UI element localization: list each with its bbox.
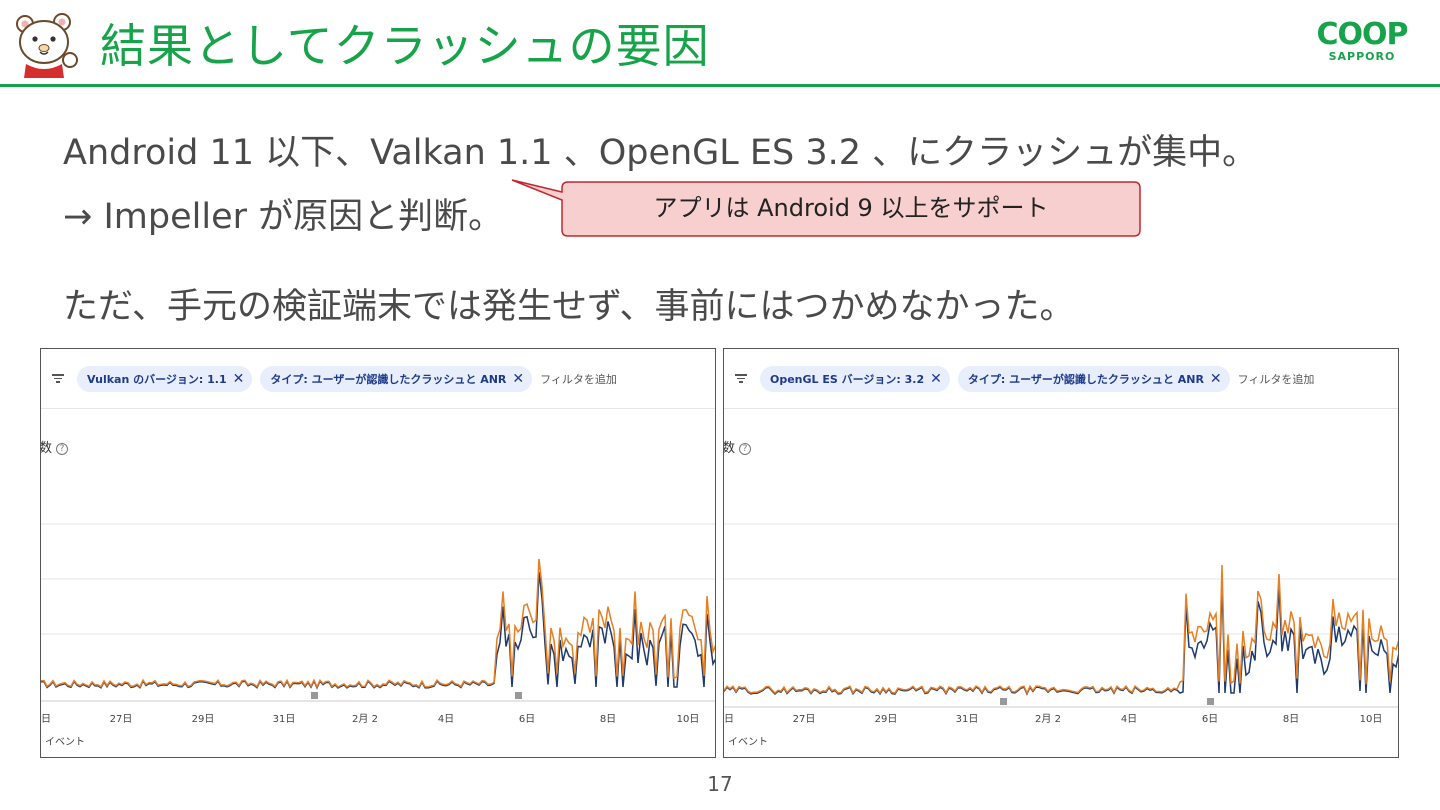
series-line-orange bbox=[724, 564, 1398, 695]
logo-main-text: COOP bbox=[1316, 17, 1408, 52]
help-icon[interactable]: ? bbox=[739, 442, 752, 455]
close-icon[interactable]: ✕ bbox=[512, 370, 525, 387]
vulkan-crash-chart-panel: Vulkan のバージョン: 1.1 ✕ タイプ: ユーザーが認識したクラッシュ… bbox=[40, 348, 716, 758]
event-marker bbox=[515, 692, 522, 699]
x-tick-label: 2月 2 bbox=[352, 714, 378, 725]
summary-line: Android 11 以下、Valkan 1.1 、OpenGL ES 3.2 … bbox=[63, 133, 1258, 173]
x-tick-label: 31日 bbox=[272, 714, 296, 725]
help-icon[interactable]: ? bbox=[56, 442, 69, 455]
add-filter-link[interactable]: フィルタを追加 bbox=[1237, 372, 1315, 386]
chip-label: Vulkan のバージョン: 1.1 bbox=[87, 372, 227, 386]
page-number: 17 bbox=[707, 772, 733, 796]
x-tick-label: 27日 bbox=[109, 714, 133, 725]
filter-chip-type[interactable]: タイプ: ユーザーが認識したクラッシュと ANR ✕ bbox=[260, 365, 533, 392]
x-tick-label: 6日 bbox=[1201, 714, 1219, 725]
x-tick-label: 27日 bbox=[792, 714, 816, 725]
logo-sub-text: SAPPORO bbox=[1328, 50, 1396, 63]
callout-bubble: アプリは Android 9 以上をサポート bbox=[508, 178, 1144, 240]
x-tick-label: 10日 bbox=[1359, 714, 1383, 725]
y-axis-title: 数? bbox=[724, 437, 752, 456]
callout-shape bbox=[511, 179, 1141, 237]
slide-header: 結果としてクラッシュの要因 COOP SAPPORO bbox=[0, 0, 1440, 88]
page-title: 結果としてクラッシュの要因 bbox=[100, 19, 710, 73]
x-tick-label: 31日 bbox=[955, 714, 979, 725]
events-label: イベント bbox=[728, 737, 768, 748]
filter-bar: Vulkan のバージョン: 1.1 ✕ タイプ: ユーザーが認識したクラッシュ… bbox=[41, 349, 715, 409]
x-tick-label: 10日 bbox=[676, 714, 700, 725]
filter-chip-type[interactable]: タイプ: ユーザーが認識したクラッシュと ANR ✕ bbox=[957, 365, 1230, 392]
bear-mascot-icon bbox=[16, 13, 78, 78]
add-filter-link[interactable]: フィルタを追加 bbox=[540, 372, 617, 386]
header-divider bbox=[0, 84, 1440, 87]
crash-line-chart bbox=[41, 523, 715, 702]
filter-chip-opengl[interactable]: OpenGL ES バージョン: 3.2 ✕ bbox=[760, 365, 950, 392]
series-line-navy bbox=[41, 571, 715, 690]
x-tick-label: 日 bbox=[41, 714, 51, 725]
x-tick-label: 日 bbox=[724, 714, 734, 725]
coop-sapporo-logo: COOP SAPPORO bbox=[1306, 20, 1418, 64]
y-axis-title: 数? bbox=[41, 437, 69, 456]
x-tick-label: 2月 2 bbox=[1035, 714, 1061, 725]
event-marker bbox=[1000, 698, 1007, 705]
x-tick-label: 4日 bbox=[437, 714, 455, 725]
series-line-orange bbox=[41, 558, 715, 689]
filter-bar: OpenGL ES バージョン: 3.2 ✕ タイプ: ユーザーが認識したクラッ… bbox=[724, 349, 1398, 409]
x-tick-label: 29日 bbox=[874, 714, 898, 725]
chip-label: タイプ: ユーザーが認識したクラッシュと ANR bbox=[270, 372, 507, 386]
crash-line-chart bbox=[724, 523, 1398, 708]
close-icon[interactable]: ✕ bbox=[232, 370, 245, 387]
x-tick-label: 8日 bbox=[1282, 714, 1300, 725]
event-marker bbox=[311, 692, 318, 699]
filter-icon[interactable] bbox=[730, 368, 752, 390]
chip-label: タイプ: ユーザーが認識したクラッシュと ANR bbox=[967, 372, 1204, 386]
x-tick-label: 29日 bbox=[191, 714, 215, 725]
filter-icon[interactable] bbox=[47, 368, 69, 390]
opengl-crash-chart-panel: OpenGL ES バージョン: 3.2 ✕ タイプ: ユーザーが認識したクラッ… bbox=[723, 348, 1399, 758]
conclusion-line: → Impeller が原因と判断。 bbox=[63, 197, 504, 237]
close-icon[interactable]: ✕ bbox=[930, 370, 942, 387]
close-icon[interactable]: ✕ bbox=[1209, 370, 1222, 387]
chip-label: OpenGL ES バージョン: 3.2 bbox=[770, 372, 925, 386]
callout-text: アプリは Android 9 以上をサポート bbox=[653, 194, 1049, 222]
note-line: ただ、手元の検証端末では発生せず、事前にはつかめなかった。 bbox=[63, 287, 1075, 327]
events-label: イベント bbox=[45, 737, 85, 748]
x-tick-label: 8日 bbox=[599, 714, 617, 725]
event-marker bbox=[1207, 698, 1214, 705]
x-tick-label: 4日 bbox=[1120, 714, 1138, 725]
filter-chip-vulkan[interactable]: Vulkan のバージョン: 1.1 ✕ bbox=[77, 365, 253, 392]
x-tick-label: 6日 bbox=[518, 714, 536, 725]
